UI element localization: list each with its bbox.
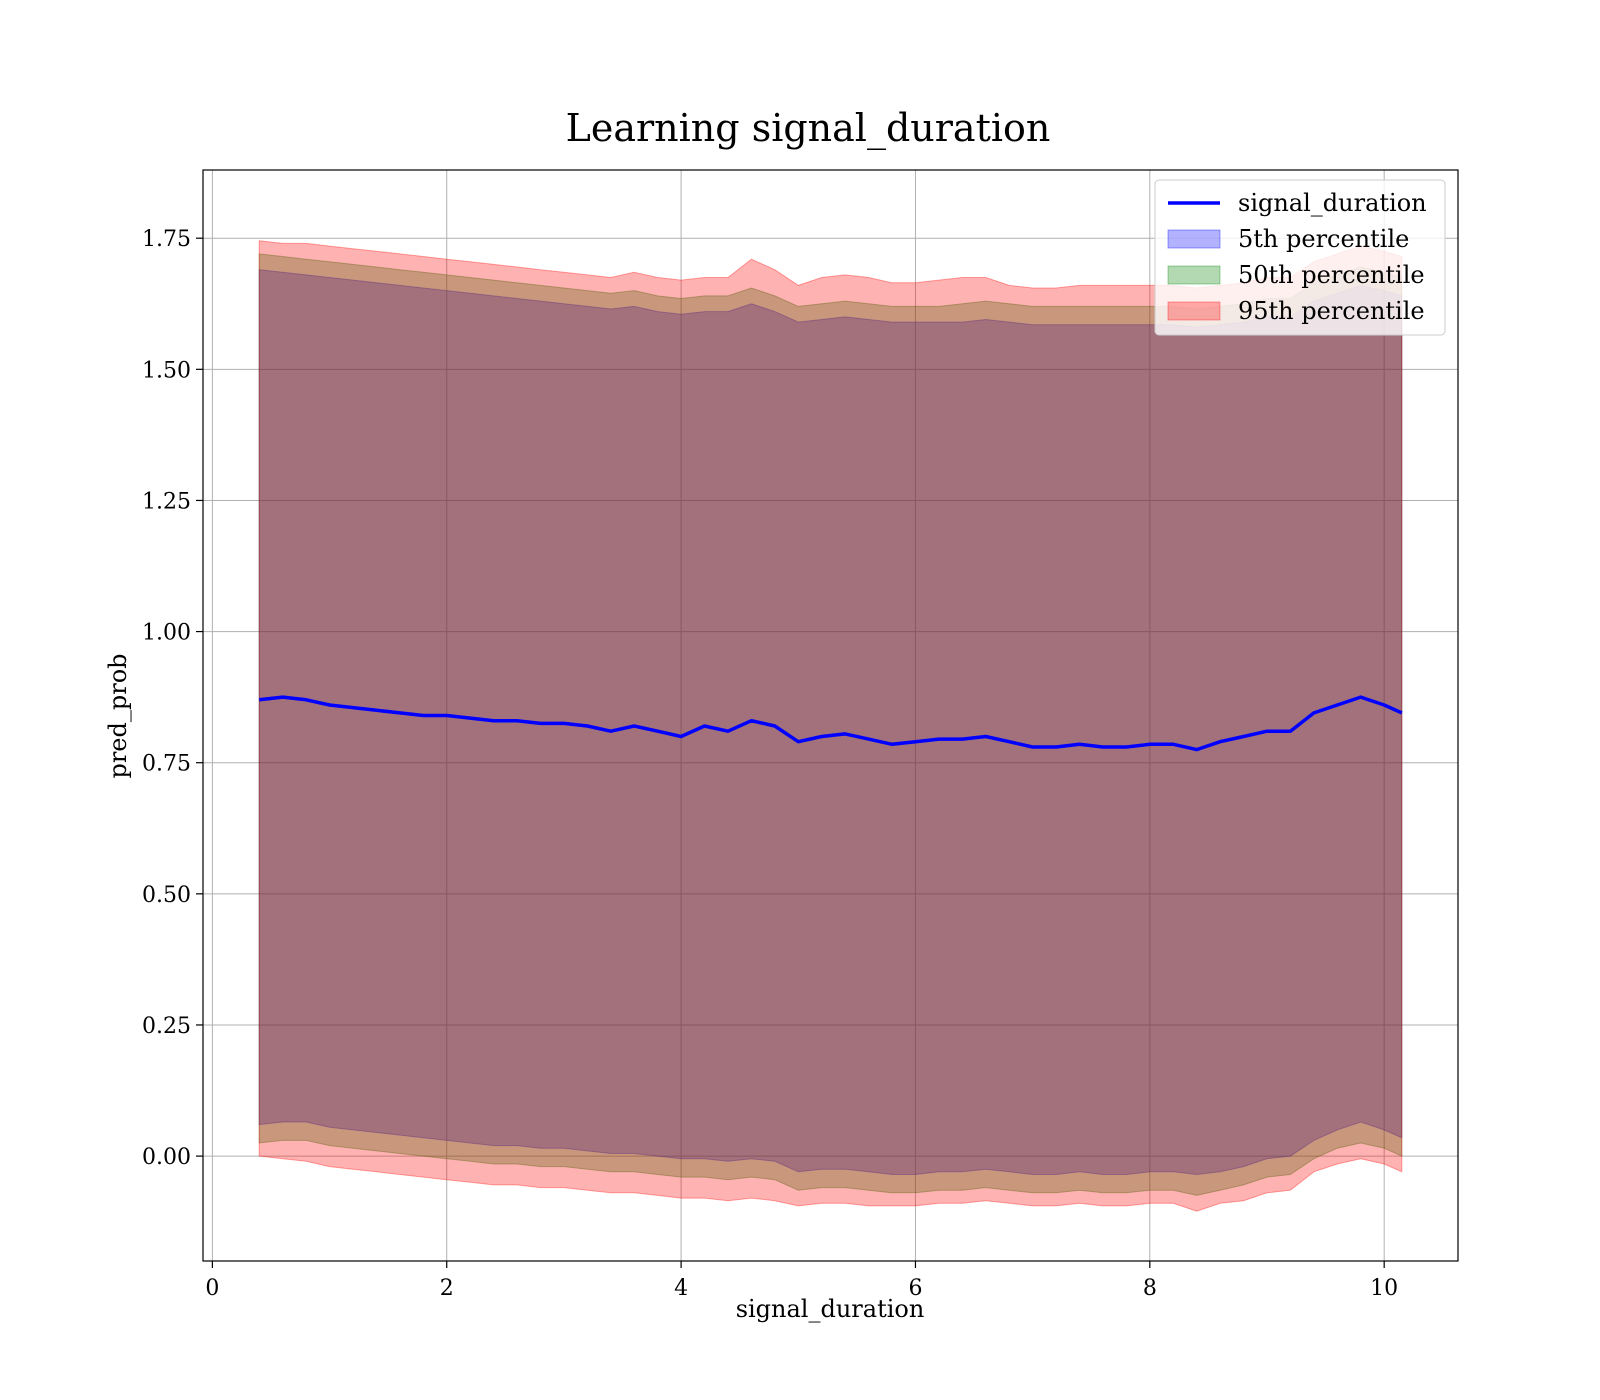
x-tick-label: 10 — [1370, 1276, 1398, 1301]
legend-label: 50th percentile — [1238, 261, 1425, 289]
legend-label: 5th percentile — [1238, 225, 1409, 253]
y-axis-label: pred_prob — [104, 653, 132, 778]
y-tick-label: 0.25 — [142, 1014, 191, 1039]
y-tick-label: 0.50 — [142, 883, 191, 908]
band-5th-percentile — [258, 269, 1403, 1176]
chart-title: Learning signal_duration — [566, 106, 1051, 151]
legend-box — [1154, 179, 1446, 336]
x-tick-label: 8 — [1143, 1276, 1157, 1301]
legend-label: signal_duration — [1238, 189, 1427, 217]
axis-ticks: 0 2 4 6 8 10 0.00 0.25 0.50 0.75 1.00 1.25 1.50 1.75 — [142, 227, 1398, 1301]
x-tick-label: 4 — [674, 1276, 688, 1301]
x-axis-label: signal_duration — [736, 1295, 925, 1323]
line-signal_duration — [259, 695, 1403, 752]
legend: signal_duration 5th percentile 50th percen… — [1154, 179, 1446, 336]
legend-label: 95th percentile — [1238, 297, 1425, 325]
y-tick-label: 1.50 — [142, 358, 191, 383]
band-50th-percentile — [258, 253, 1403, 1196]
legend-swatch-band — [1167, 301, 1221, 321]
band-95th-percentile — [258, 240, 1403, 1212]
percentile-bands — [258, 240, 1403, 1212]
legend-swatch-band — [1167, 229, 1221, 249]
y-tick-label: 1.00 — [142, 621, 191, 646]
series-lines — [259, 695, 1403, 752]
y-tick-label: 0.75 — [142, 752, 191, 777]
y-tick-label: 1.25 — [142, 489, 191, 514]
plot-frame — [202, 169, 1459, 1262]
grid — [203, 170, 1458, 1261]
x-tick-label: 0 — [205, 1276, 219, 1301]
y-tick-label: 1.75 — [142, 227, 191, 252]
x-tick-label: 6 — [908, 1276, 922, 1301]
legend-swatch-band — [1167, 265, 1221, 285]
y-tick-label: 0.00 — [142, 1145, 191, 1170]
x-tick-label: 2 — [440, 1276, 454, 1301]
